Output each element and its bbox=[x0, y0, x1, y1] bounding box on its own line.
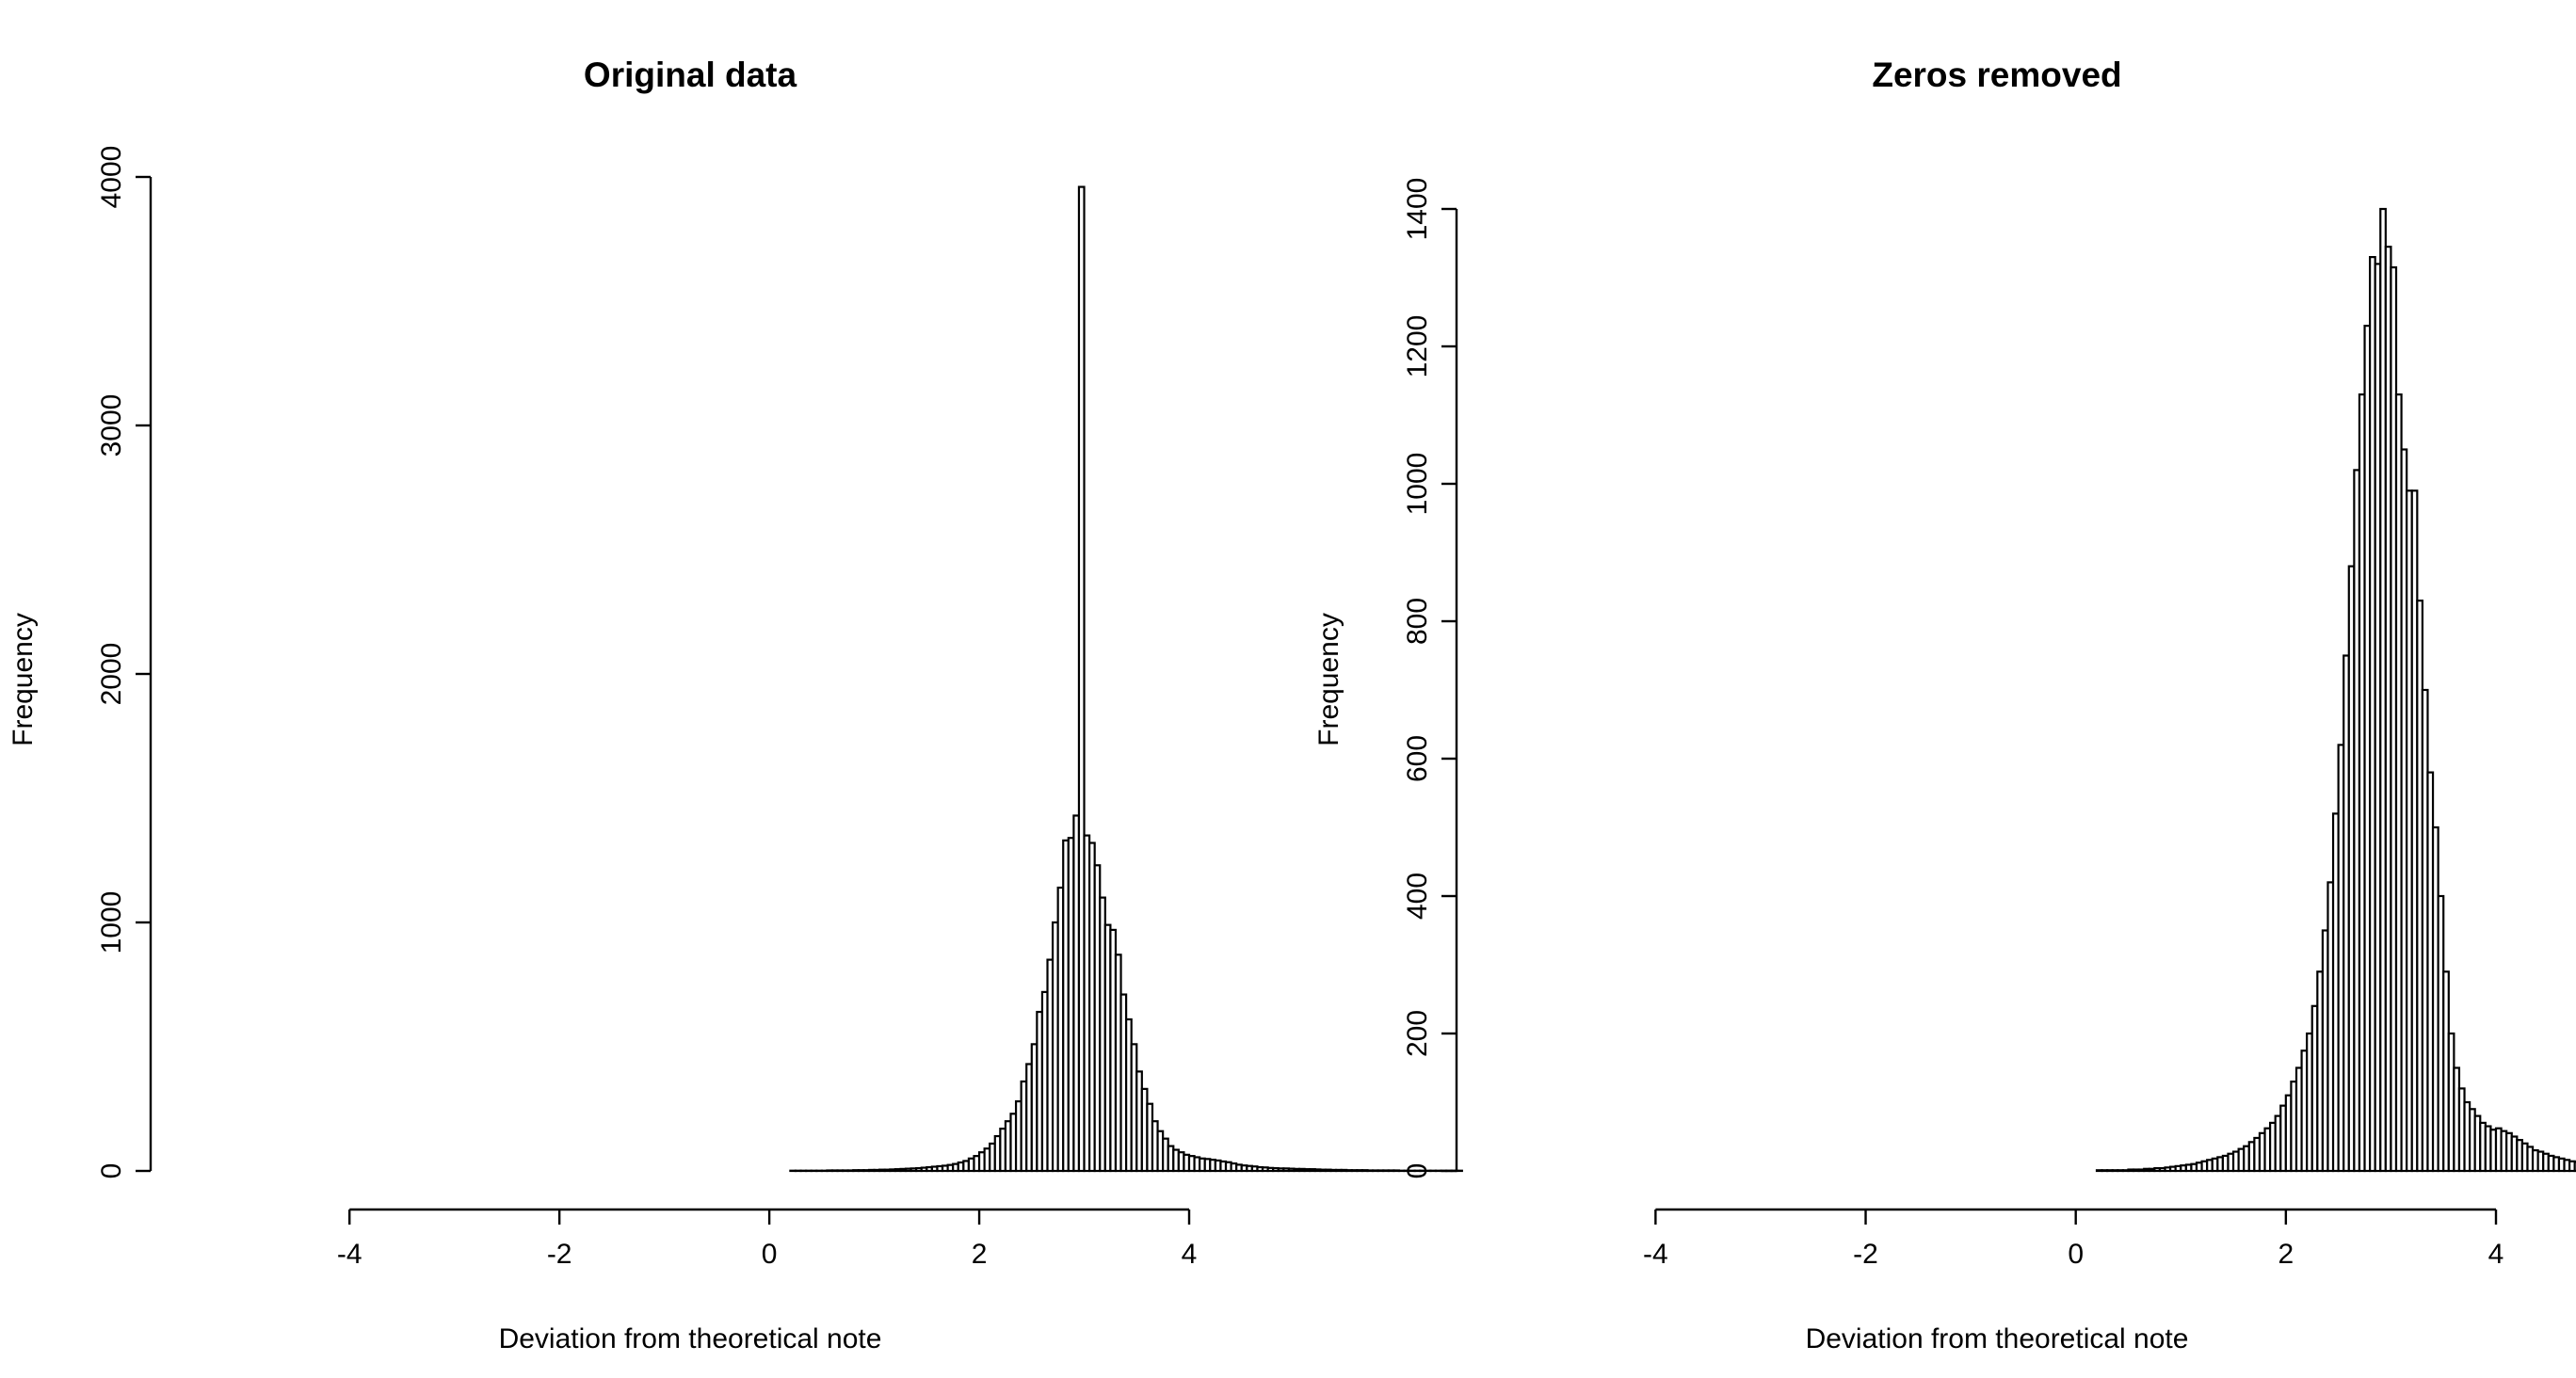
y-tick-label: 800 bbox=[1402, 598, 1433, 645]
y-tick-label: 1000 bbox=[1402, 453, 1433, 516]
y-tick-label: 3000 bbox=[96, 394, 127, 457]
y-tick-label: 1400 bbox=[1402, 178, 1433, 241]
y-tick-label: 0 bbox=[96, 1163, 127, 1179]
x-axis: -4 -2 0 2 4 bbox=[1643, 1208, 2504, 1270]
x-axis: -4 -2 0 2 4 bbox=[337, 1208, 1198, 1270]
x-tick-label: 4 bbox=[1182, 1239, 1198, 1270]
y-tick-label: 200 bbox=[1402, 1010, 1433, 1057]
histogram-bars bbox=[789, 185, 1463, 1173]
x-tick-label: 2 bbox=[2278, 1239, 2294, 1270]
y-tick-label: 1000 bbox=[96, 891, 127, 954]
x-tick-label: 0 bbox=[762, 1239, 778, 1270]
histogram-bars bbox=[2095, 207, 2576, 1173]
x-tick-label: -2 bbox=[547, 1239, 572, 1270]
y-tick-label: 2000 bbox=[96, 643, 127, 706]
panel-original-data: Original data Frequency Deviation from t… bbox=[8, 56, 1463, 1354]
y-tick-label: 400 bbox=[1402, 873, 1433, 920]
chart-title: Original data bbox=[584, 56, 797, 94]
histogram-bar bbox=[1077, 185, 1086, 1173]
y-axis: 0 1000 2000 3000 4000 bbox=[96, 146, 153, 1179]
y-axis-label: Frequency bbox=[1313, 613, 1344, 746]
x-tick-label: -4 bbox=[1643, 1239, 1668, 1270]
x-tick-label: 2 bbox=[972, 1239, 988, 1270]
y-axis: 0 200 400 600 800 1000 1200 1400 bbox=[1402, 178, 1458, 1179]
x-axis-label: Deviation from theoretical note bbox=[499, 1323, 882, 1354]
x-tick-label: -2 bbox=[1853, 1239, 1878, 1270]
x-axis-label: Deviation from theoretical note bbox=[1806, 1323, 2189, 1354]
y-tick-label: 0 bbox=[1402, 1163, 1433, 1179]
histogram-bar bbox=[2573, 1161, 2576, 1173]
chart-title: Zeros removed bbox=[1872, 56, 2121, 94]
x-tick-label: -4 bbox=[337, 1239, 362, 1270]
y-tick-label: 4000 bbox=[96, 146, 127, 209]
y-axis-label: Frequency bbox=[8, 613, 39, 746]
x-tick-label: 0 bbox=[2068, 1239, 2084, 1270]
y-tick-label: 1200 bbox=[1402, 315, 1433, 378]
panel-zeros-removed: Zeros removed Frequency Deviation from t… bbox=[1313, 56, 2576, 1354]
y-tick-label: 600 bbox=[1402, 735, 1433, 782]
x-tick-label: 4 bbox=[2488, 1239, 2504, 1270]
